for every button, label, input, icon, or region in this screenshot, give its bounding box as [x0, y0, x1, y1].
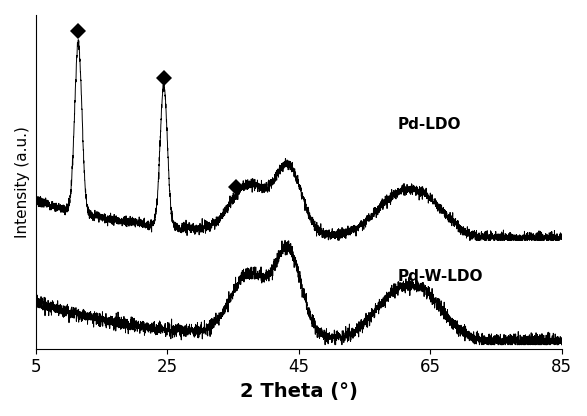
X-axis label: 2 Theta (°): 2 Theta (°) [239, 382, 357, 401]
Text: Pd-LDO: Pd-LDO [397, 116, 461, 131]
Y-axis label: Intensity (a.u.): Intensity (a.u.) [15, 126, 30, 238]
Text: Pd-W-LDO: Pd-W-LDO [397, 269, 483, 284]
